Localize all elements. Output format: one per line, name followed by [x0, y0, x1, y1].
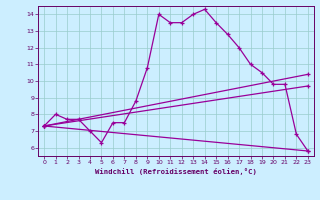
X-axis label: Windchill (Refroidissement éolien,°C): Windchill (Refroidissement éolien,°C) — [95, 168, 257, 175]
